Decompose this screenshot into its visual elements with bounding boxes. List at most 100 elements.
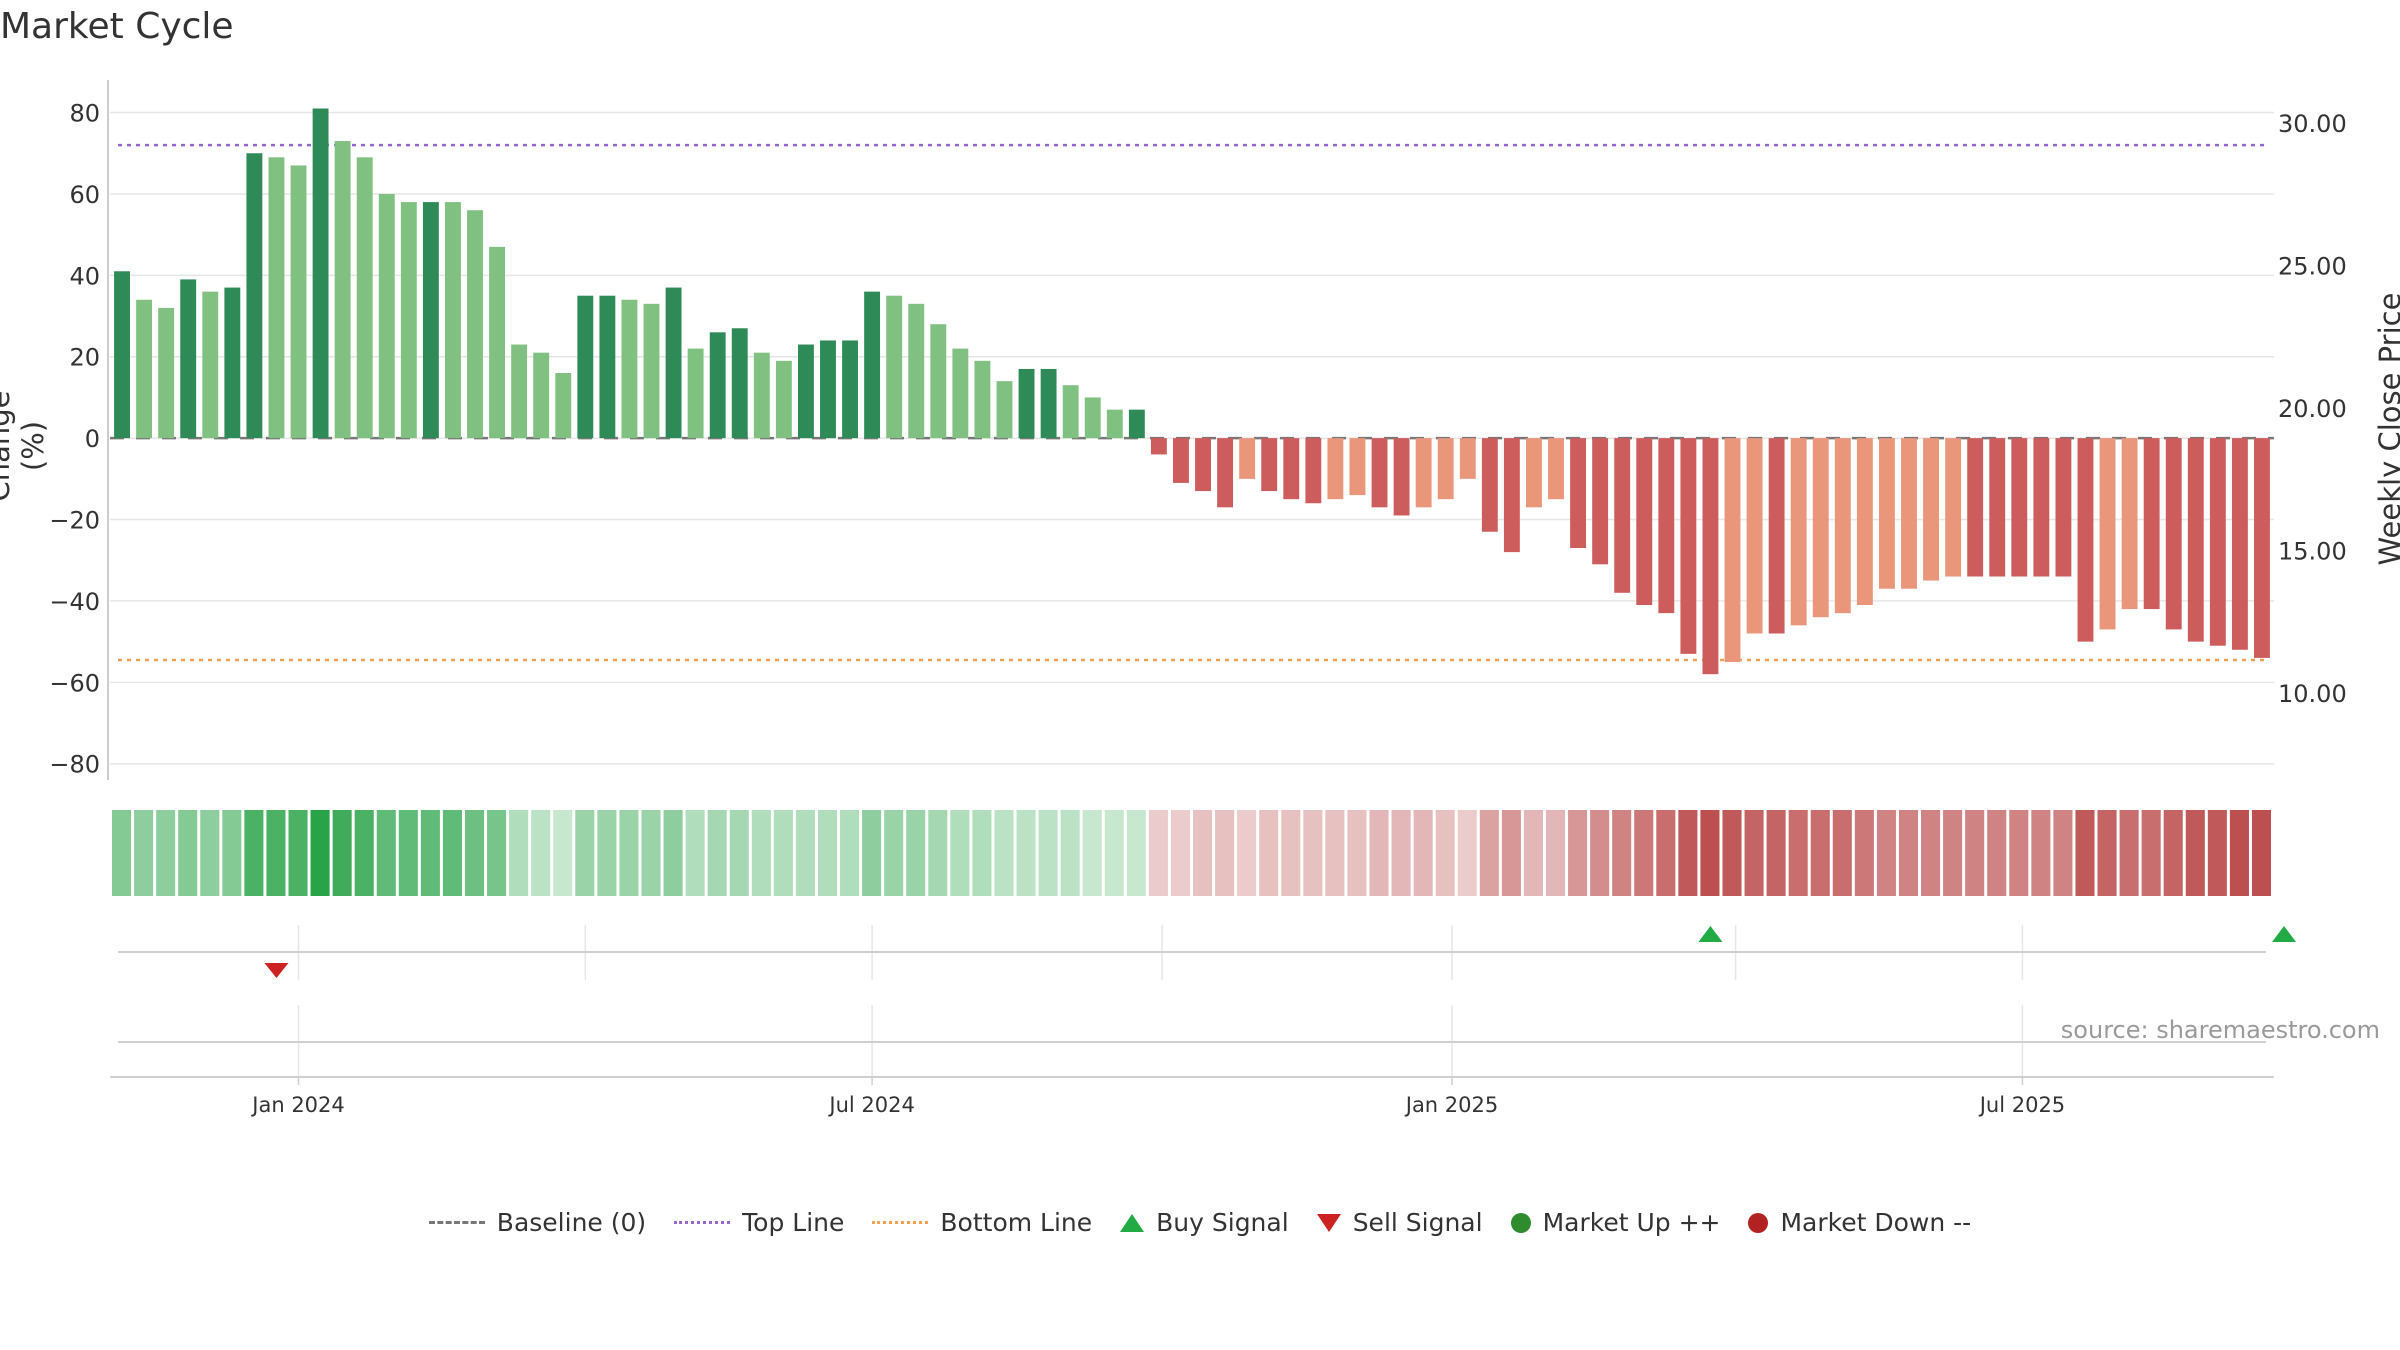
bar xyxy=(224,287,241,439)
heatmap-cell xyxy=(1523,810,1543,896)
heatmap-cell xyxy=(398,810,418,896)
legend-sell-signal[interactable]: Sell Signal xyxy=(1316,1208,1483,1237)
bar xyxy=(2165,438,2182,630)
bar xyxy=(1459,438,1476,479)
bar xyxy=(1967,438,1984,577)
bar xyxy=(687,348,704,439)
bar xyxy=(1437,438,1454,500)
legend-market-down-label: Market Down -- xyxy=(1780,1208,1972,1237)
bar xyxy=(2143,438,2160,610)
heatmap-cell xyxy=(2251,810,2271,896)
heatmap-cell xyxy=(795,810,815,896)
heatmap-cell xyxy=(994,810,1014,896)
bar xyxy=(820,340,836,439)
heatmap-cell xyxy=(1501,810,1521,896)
bar xyxy=(290,165,307,439)
y2-tick-label: 30.00 xyxy=(2278,110,2347,138)
legend-bottom-line-label: Bottom Line xyxy=(940,1208,1093,1237)
bar xyxy=(1239,438,1256,479)
bar xyxy=(1195,438,1211,492)
bar xyxy=(1062,385,1079,439)
bar xyxy=(908,303,925,439)
heatmap-cell xyxy=(685,810,705,896)
bar xyxy=(378,193,395,439)
bar xyxy=(2077,438,2094,642)
buy-signal-marker xyxy=(2272,926,2297,942)
bar xyxy=(533,352,550,439)
bar xyxy=(1636,438,1653,605)
heatmap-cell xyxy=(972,810,992,896)
bar xyxy=(2121,438,2138,610)
heatmap-cell xyxy=(1898,810,1919,896)
bar xyxy=(665,287,682,439)
legend-buy-signal[interactable]: Buy Signal xyxy=(1120,1208,1289,1237)
heatmap-cell xyxy=(1391,810,1411,896)
bar xyxy=(886,295,903,439)
bar xyxy=(1415,438,1432,508)
heatmap-cell xyxy=(1810,810,1830,896)
bar xyxy=(1481,438,1498,532)
bar xyxy=(2055,438,2072,577)
heatmap-cell xyxy=(1700,810,1720,896)
legend-bottom-line[interactable]: Bottom Line xyxy=(872,1208,1092,1237)
bar xyxy=(1371,438,1388,508)
heatmap-cell xyxy=(1634,810,1654,896)
heatmap-cell xyxy=(376,810,396,896)
bar xyxy=(422,202,439,439)
bar xyxy=(2254,438,2270,658)
heatmap-cell xyxy=(134,810,154,896)
legend-market-down[interactable]: Market Down -- xyxy=(1748,1208,1971,1237)
buy-signal-marker xyxy=(1698,926,1723,942)
legend-market-up[interactable]: Market Up ++ xyxy=(1510,1208,1720,1237)
bar xyxy=(334,141,351,439)
bar xyxy=(1305,438,1322,504)
bar xyxy=(511,344,528,439)
bar xyxy=(1945,438,1962,577)
heatmap-cell xyxy=(1104,810,1124,896)
heatmap-cell xyxy=(1060,810,1080,896)
bar xyxy=(1790,438,1807,626)
bar xyxy=(445,202,461,439)
heatmap-cell xyxy=(2163,810,2183,896)
y-tick-label: 20 xyxy=(69,344,100,372)
y-tick-label: 60 xyxy=(69,181,100,209)
heatmap-cell xyxy=(2119,810,2139,896)
heatmap-cell xyxy=(1987,810,2007,896)
bar xyxy=(356,157,373,439)
y2-tick-label: 25.00 xyxy=(2278,252,2347,280)
bar xyxy=(1812,438,1829,618)
bar xyxy=(864,291,881,439)
heatmap-cell xyxy=(1832,810,1852,896)
heatmap-cell xyxy=(1413,810,1433,896)
bar xyxy=(621,299,638,439)
source-label: source: sharemaestro.com xyxy=(2060,1016,2380,1044)
bar xyxy=(2011,438,2028,577)
legend-buy-signal-label: Buy Signal xyxy=(1156,1208,1289,1237)
bar xyxy=(577,295,594,439)
circle-icon xyxy=(1748,1212,1769,1233)
heatmap-cell xyxy=(553,810,573,896)
heatmap-cell xyxy=(773,810,793,896)
bar xyxy=(1040,368,1057,439)
y-axis-label-left: Change (%) xyxy=(0,390,50,502)
heatmap-cell xyxy=(884,810,904,896)
y-tick-label: −20 xyxy=(49,507,100,535)
heatmap-cell xyxy=(2141,810,2161,896)
bar xyxy=(312,108,329,439)
heatmap-cell xyxy=(1766,810,1786,896)
heatmap-cell xyxy=(619,810,639,896)
heatmap-cell xyxy=(1148,810,1168,896)
bar xyxy=(136,299,153,439)
triangle-up-icon xyxy=(1120,1213,1145,1232)
bar xyxy=(2231,438,2248,650)
bar xyxy=(930,324,947,439)
legend-baseline-label: Baseline (0) xyxy=(496,1208,647,1237)
y-tick-label: −60 xyxy=(49,669,100,697)
legend-baseline[interactable]: Baseline (0) xyxy=(428,1208,647,1237)
heatmap-cell xyxy=(1347,810,1367,896)
heatmap-cell xyxy=(1237,810,1257,896)
legend-top-line[interactable]: Top Line xyxy=(674,1208,844,1237)
heatmap-cell xyxy=(200,810,220,896)
heatmap-cell xyxy=(178,810,198,896)
